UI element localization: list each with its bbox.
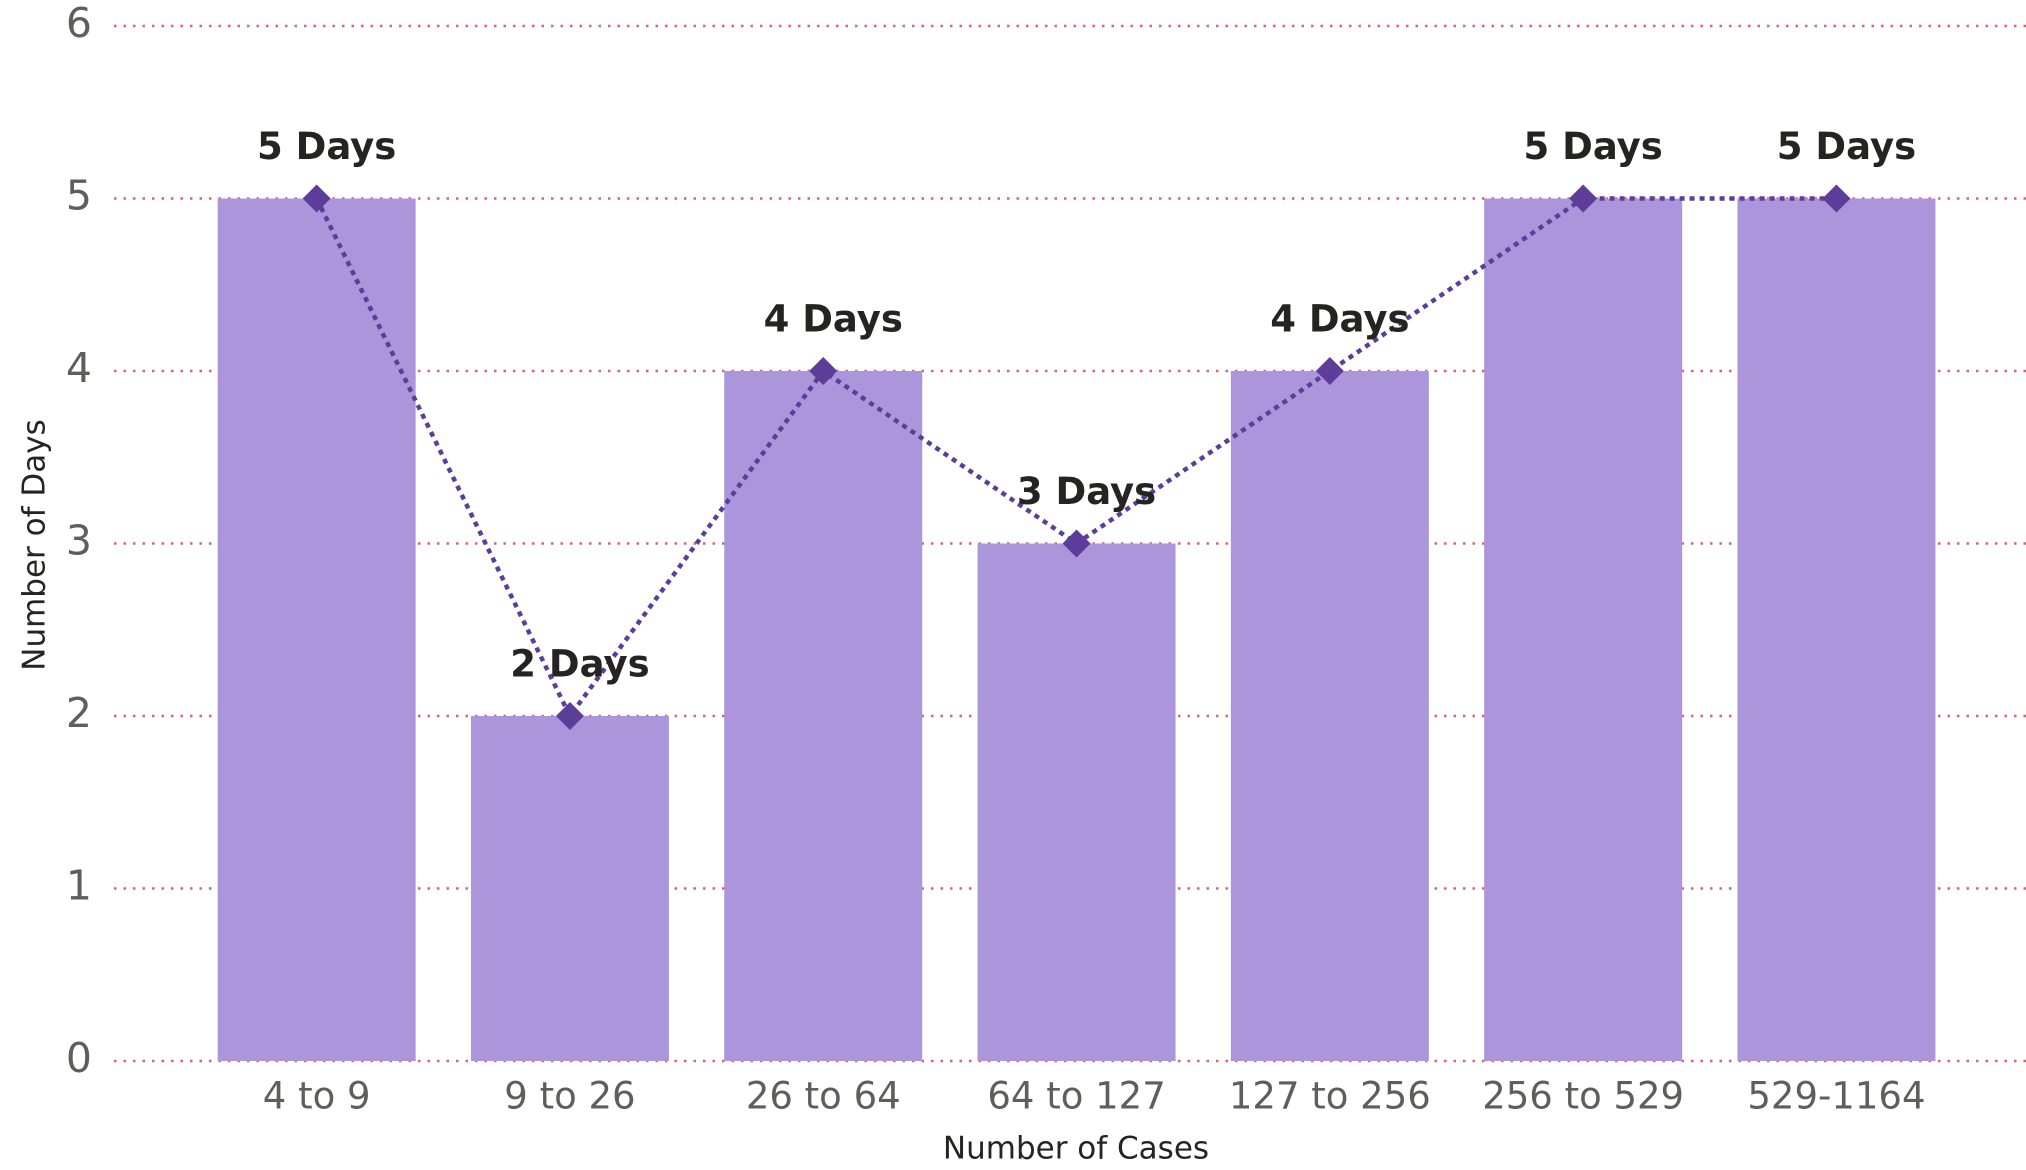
x-tick-label: 26 to 64 bbox=[746, 1075, 901, 1118]
data-label: 2 Days bbox=[510, 643, 649, 686]
bar bbox=[1737, 198, 1936, 1061]
y-tick-label: 3 bbox=[66, 517, 92, 565]
marker bbox=[1062, 529, 1091, 558]
x-tick-label: 9 to 26 bbox=[504, 1075, 635, 1118]
bar bbox=[1484, 198, 1683, 1061]
bar bbox=[977, 543, 1176, 1061]
bar bbox=[724, 371, 923, 1061]
y-tick-label: 0 bbox=[66, 1034, 92, 1082]
x-tick-label: 529-1164 bbox=[1747, 1075, 1925, 1118]
x-tick-label: 4 to 9 bbox=[263, 1075, 371, 1118]
marker bbox=[1822, 184, 1851, 213]
y-tick-label: 1 bbox=[66, 862, 92, 910]
y-tick-label: 4 bbox=[66, 344, 92, 392]
marker bbox=[1315, 357, 1344, 385]
x-tick-label: 256 to 529 bbox=[1482, 1075, 1684, 1118]
data-label: 5 Days bbox=[257, 125, 396, 168]
data-label: 5 Days bbox=[1777, 125, 1916, 168]
marker bbox=[809, 357, 838, 385]
data-label: 4 Days bbox=[1270, 298, 1409, 341]
data-label: 3 Days bbox=[1017, 470, 1156, 513]
marker bbox=[302, 184, 331, 213]
x-axis-title: Number of Cases bbox=[943, 1131, 1209, 1167]
data-label: 5 Days bbox=[1523, 125, 1662, 168]
y-tick-label: 5 bbox=[66, 172, 92, 220]
x-tick-label: 64 to 127 bbox=[987, 1075, 1165, 1118]
bar bbox=[470, 716, 669, 1061]
y-axis-title: Number of Days bbox=[17, 419, 53, 670]
data-label: 4 Days bbox=[764, 298, 903, 341]
bar bbox=[1230, 371, 1429, 1061]
marker bbox=[1569, 184, 1598, 213]
x-tick-label: 127 to 256 bbox=[1229, 1075, 1431, 1118]
y-tick-label: 6 bbox=[66, 0, 92, 47]
bar bbox=[217, 198, 416, 1061]
marker bbox=[555, 702, 584, 730]
y-tick-label: 2 bbox=[66, 689, 92, 737]
